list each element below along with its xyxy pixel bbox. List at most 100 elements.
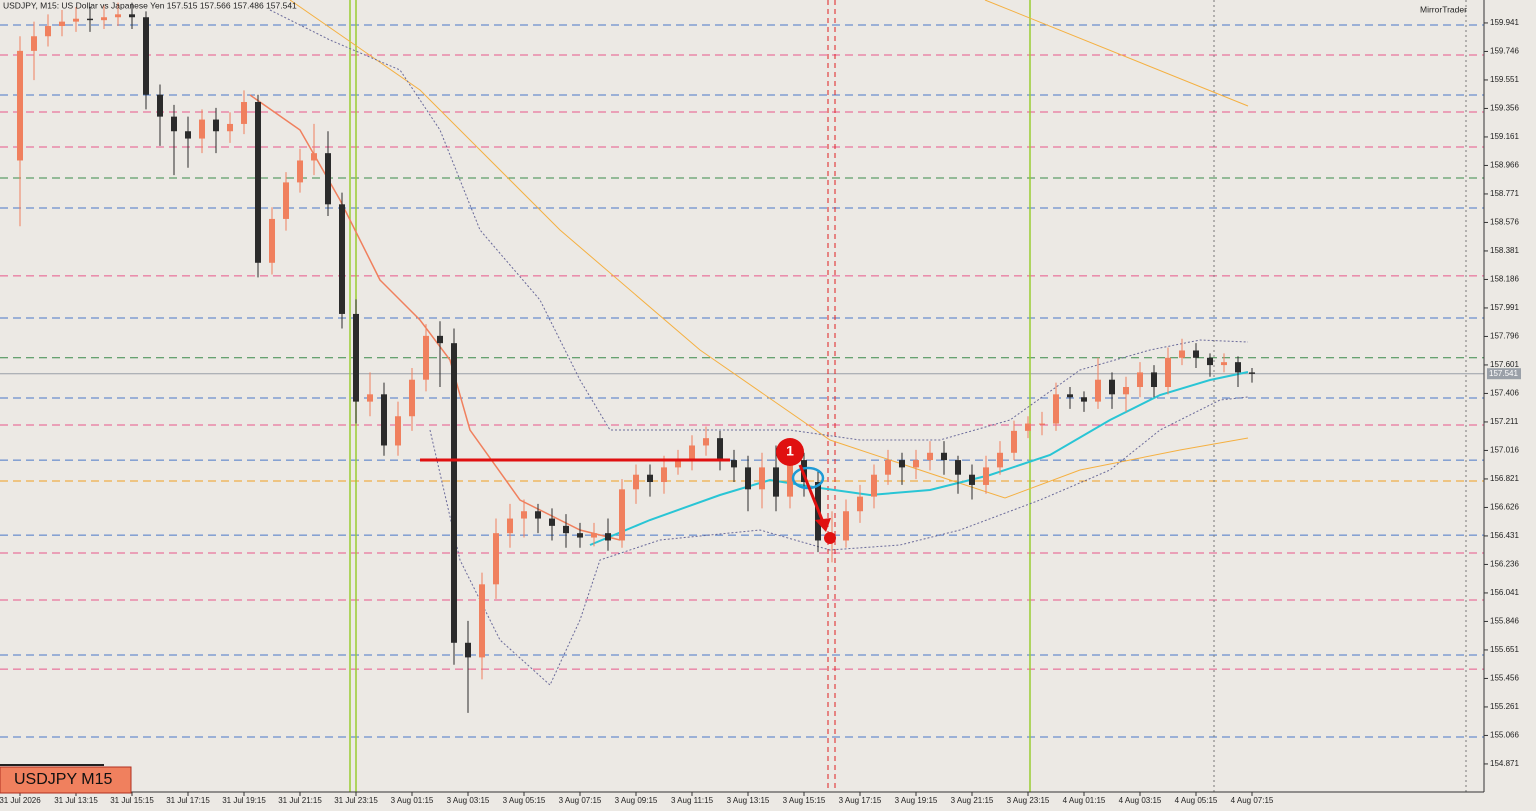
candle-body	[1221, 362, 1227, 366]
candle-body	[395, 416, 401, 446]
candle-body	[1165, 357, 1171, 388]
y-tick-label: 157.211	[1490, 417, 1519, 426]
candle-body	[1249, 372, 1255, 374]
candle-body	[507, 518, 513, 534]
y-tick-label: 155.261	[1490, 702, 1519, 711]
candle-body	[675, 460, 681, 468]
x-tick-label: 3 Aug 05:15	[503, 796, 546, 805]
candle-body	[367, 394, 373, 402]
candle-body	[269, 218, 275, 263]
band	[429, 396, 1249, 686]
x-tick-label: 4 Aug 01:15	[1063, 796, 1106, 805]
candle-body	[1137, 372, 1143, 388]
candle-body	[73, 18, 79, 22]
candle-body	[927, 452, 933, 461]
candle-body	[521, 511, 527, 519]
candle-body	[955, 460, 961, 475]
candle-body	[1109, 379, 1115, 395]
x-tick-label: 3 Aug 01:15	[391, 796, 434, 805]
y-tick-label: 159.551	[1490, 75, 1519, 84]
candle-body	[969, 474, 975, 485]
y-tick-label: 157.991	[1490, 303, 1519, 312]
candle-body	[1053, 394, 1059, 424]
candle-body	[437, 335, 443, 344]
y-tick-label: 158.966	[1490, 161, 1519, 170]
y-tick-label: 159.746	[1490, 47, 1519, 56]
badge-label: USDJPY M15	[14, 771, 113, 788]
y-tick-label: 155.651	[1490, 645, 1519, 654]
candle-body	[941, 452, 947, 461]
annotation-arrow	[798, 464, 825, 523]
y-tick-label: 155.456	[1490, 674, 1519, 683]
x-tick-label: 31 Jul 15:15	[110, 796, 154, 805]
candle-body	[787, 460, 793, 497]
x-tick-label: 3 Aug 15:15	[783, 796, 826, 805]
candle-body	[899, 460, 905, 468]
candle-body	[31, 36, 37, 51]
candle-body	[633, 474, 639, 490]
candle-body	[1011, 430, 1017, 453]
candle-body	[283, 182, 289, 219]
y-tick-label: 158.381	[1490, 246, 1519, 255]
band	[269, 9, 1249, 441]
x-tick-label: 31 Jul 2026	[0, 796, 41, 805]
candle-body	[129, 14, 135, 18]
candle-body	[87, 18, 93, 21]
candle-body	[227, 123, 233, 132]
candles	[17, 2, 1255, 713]
candle-body	[409, 379, 415, 417]
y-tick-label: 157.601	[1490, 360, 1519, 369]
y-tick-label: 157.406	[1490, 389, 1519, 398]
candle-body	[1067, 394, 1073, 398]
candle-body	[479, 584, 485, 658]
candle-body	[493, 533, 499, 585]
annotation-label: 1	[786, 443, 794, 459]
candle-body	[1039, 423, 1045, 425]
candle-body	[143, 17, 149, 95]
candle-body	[689, 445, 695, 461]
candle-body	[1123, 387, 1129, 395]
candle-body	[1025, 423, 1031, 431]
candle-body	[535, 511, 541, 519]
candle-body	[857, 496, 863, 512]
x-tick-label: 3 Aug 09:15	[615, 796, 658, 805]
candle-body	[1095, 379, 1101, 402]
chart-title: USDJPY, M15: US Dollar vs Japanese Yen 1…	[3, 0, 297, 10]
candle-body	[241, 102, 247, 124]
moving-average	[589, 371, 1249, 546]
candle-body	[311, 153, 317, 161]
candle-body	[353, 313, 359, 402]
candle-body	[115, 14, 121, 18]
brand: MirrorTrader	[1420, 4, 1467, 14]
candle-body	[577, 533, 583, 538]
candle-body	[255, 102, 261, 263]
candle-body	[591, 533, 597, 538]
y-tick-label: 159.356	[1490, 104, 1519, 113]
candle-body	[465, 642, 471, 658]
y-tick-label: 156.236	[1490, 560, 1519, 569]
x-tick-label: 31 Jul 13:15	[54, 796, 98, 805]
y-tick-label: 155.066	[1490, 731, 1519, 740]
y-tick-label: 158.576	[1490, 218, 1519, 227]
x-tick-label: 31 Jul 21:15	[278, 796, 322, 805]
x-tick-label: 3 Aug 17:15	[839, 796, 882, 805]
candle-body	[1081, 397, 1087, 402]
levels	[0, 24, 1484, 738]
candle-body	[997, 452, 1003, 468]
x-tick-label: 4 Aug 05:15	[1175, 796, 1218, 805]
y-tick-label: 157.796	[1490, 332, 1519, 341]
y-tick-label: 156.041	[1490, 588, 1519, 597]
candle-body	[605, 533, 611, 541]
candle-body	[171, 116, 177, 132]
candle-body	[661, 467, 667, 483]
y-tick-label: 156.431	[1490, 531, 1519, 540]
x-tick-label: 31 Jul 19:15	[222, 796, 266, 805]
candle-body	[619, 489, 625, 541]
annotation-badge	[776, 438, 804, 466]
candle-body	[199, 119, 205, 139]
x-tick-label: 4 Aug 07:15	[1231, 796, 1274, 805]
candle-body	[423, 335, 429, 380]
candle-body	[339, 204, 345, 314]
x-tick-label: 3 Aug 07:15	[559, 796, 602, 805]
